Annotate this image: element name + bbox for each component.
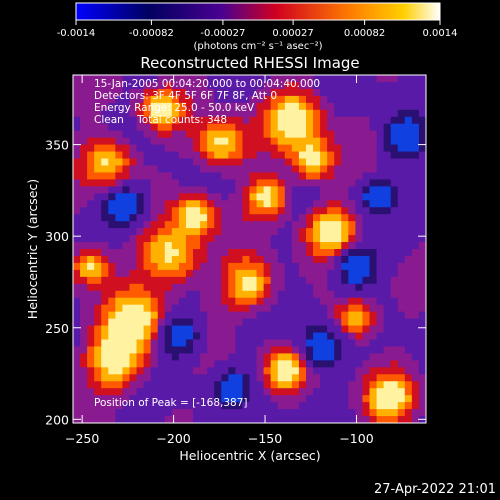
colorbar-tick-label: 0.0014	[423, 28, 458, 39]
colorbar-unit-label: (photons cm⁻² s⁻¹ asec⁻²)	[193, 41, 322, 52]
plot-frame	[72, 74, 427, 424]
y-tick-label: 300	[45, 229, 69, 244]
x-tick-label: −250	[65, 431, 99, 446]
colorbar-tick-label: -0.0014	[57, 28, 96, 39]
clean-counts-text: Clean Total counts: 348	[94, 114, 228, 126]
y-axis-label: Heliocentric Y (arcsec)	[25, 179, 40, 319]
footer-date: 27-Apr-2022 21:01	[374, 482, 496, 497]
chart-title: Reconstructed RHESSI Image	[140, 54, 359, 72]
y-tick-label: 350	[45, 138, 69, 153]
x-axis: −250 −200 −150 −100	[65, 75, 374, 446]
colorbar-ticks: -0.0014 -0.00082 -0.00027 0.00027 0.00082 0.0…	[57, 20, 458, 39]
energy-range-text: Energy Range: 25.0 - 50.0 keV	[94, 102, 255, 114]
detectors-text: Detectors: 3F 4F 5F 6F 7F 8F, Att 0	[94, 90, 278, 102]
x-axis-label: Heliocentric X (arcsec)	[179, 448, 320, 463]
x-tick-label: −150	[248, 431, 282, 446]
time-range-text: 15-Jan-2005 00:04:20.000 to 00:04:40.000	[94, 78, 321, 90]
y-tick-label: 200	[45, 412, 69, 427]
colorbar	[75, 2, 441, 21]
colorbar-tick-label: -0.00027	[200, 28, 245, 39]
y-axis: 200 250 300 350	[45, 138, 426, 427]
x-tick-label: −200	[156, 431, 190, 446]
heatmap-image	[73, 75, 426, 423]
peak-position-text: Position of Peak = [-168,387]	[94, 397, 248, 409]
colorbar-tick-label: -0.00082	[129, 28, 174, 39]
colorbar-tick-label: 0.00082	[344, 28, 385, 39]
colorbar-tick-label: 0.00027	[272, 28, 313, 39]
x-tick-label: −100	[339, 431, 373, 446]
y-tick-label: 250	[45, 321, 69, 336]
